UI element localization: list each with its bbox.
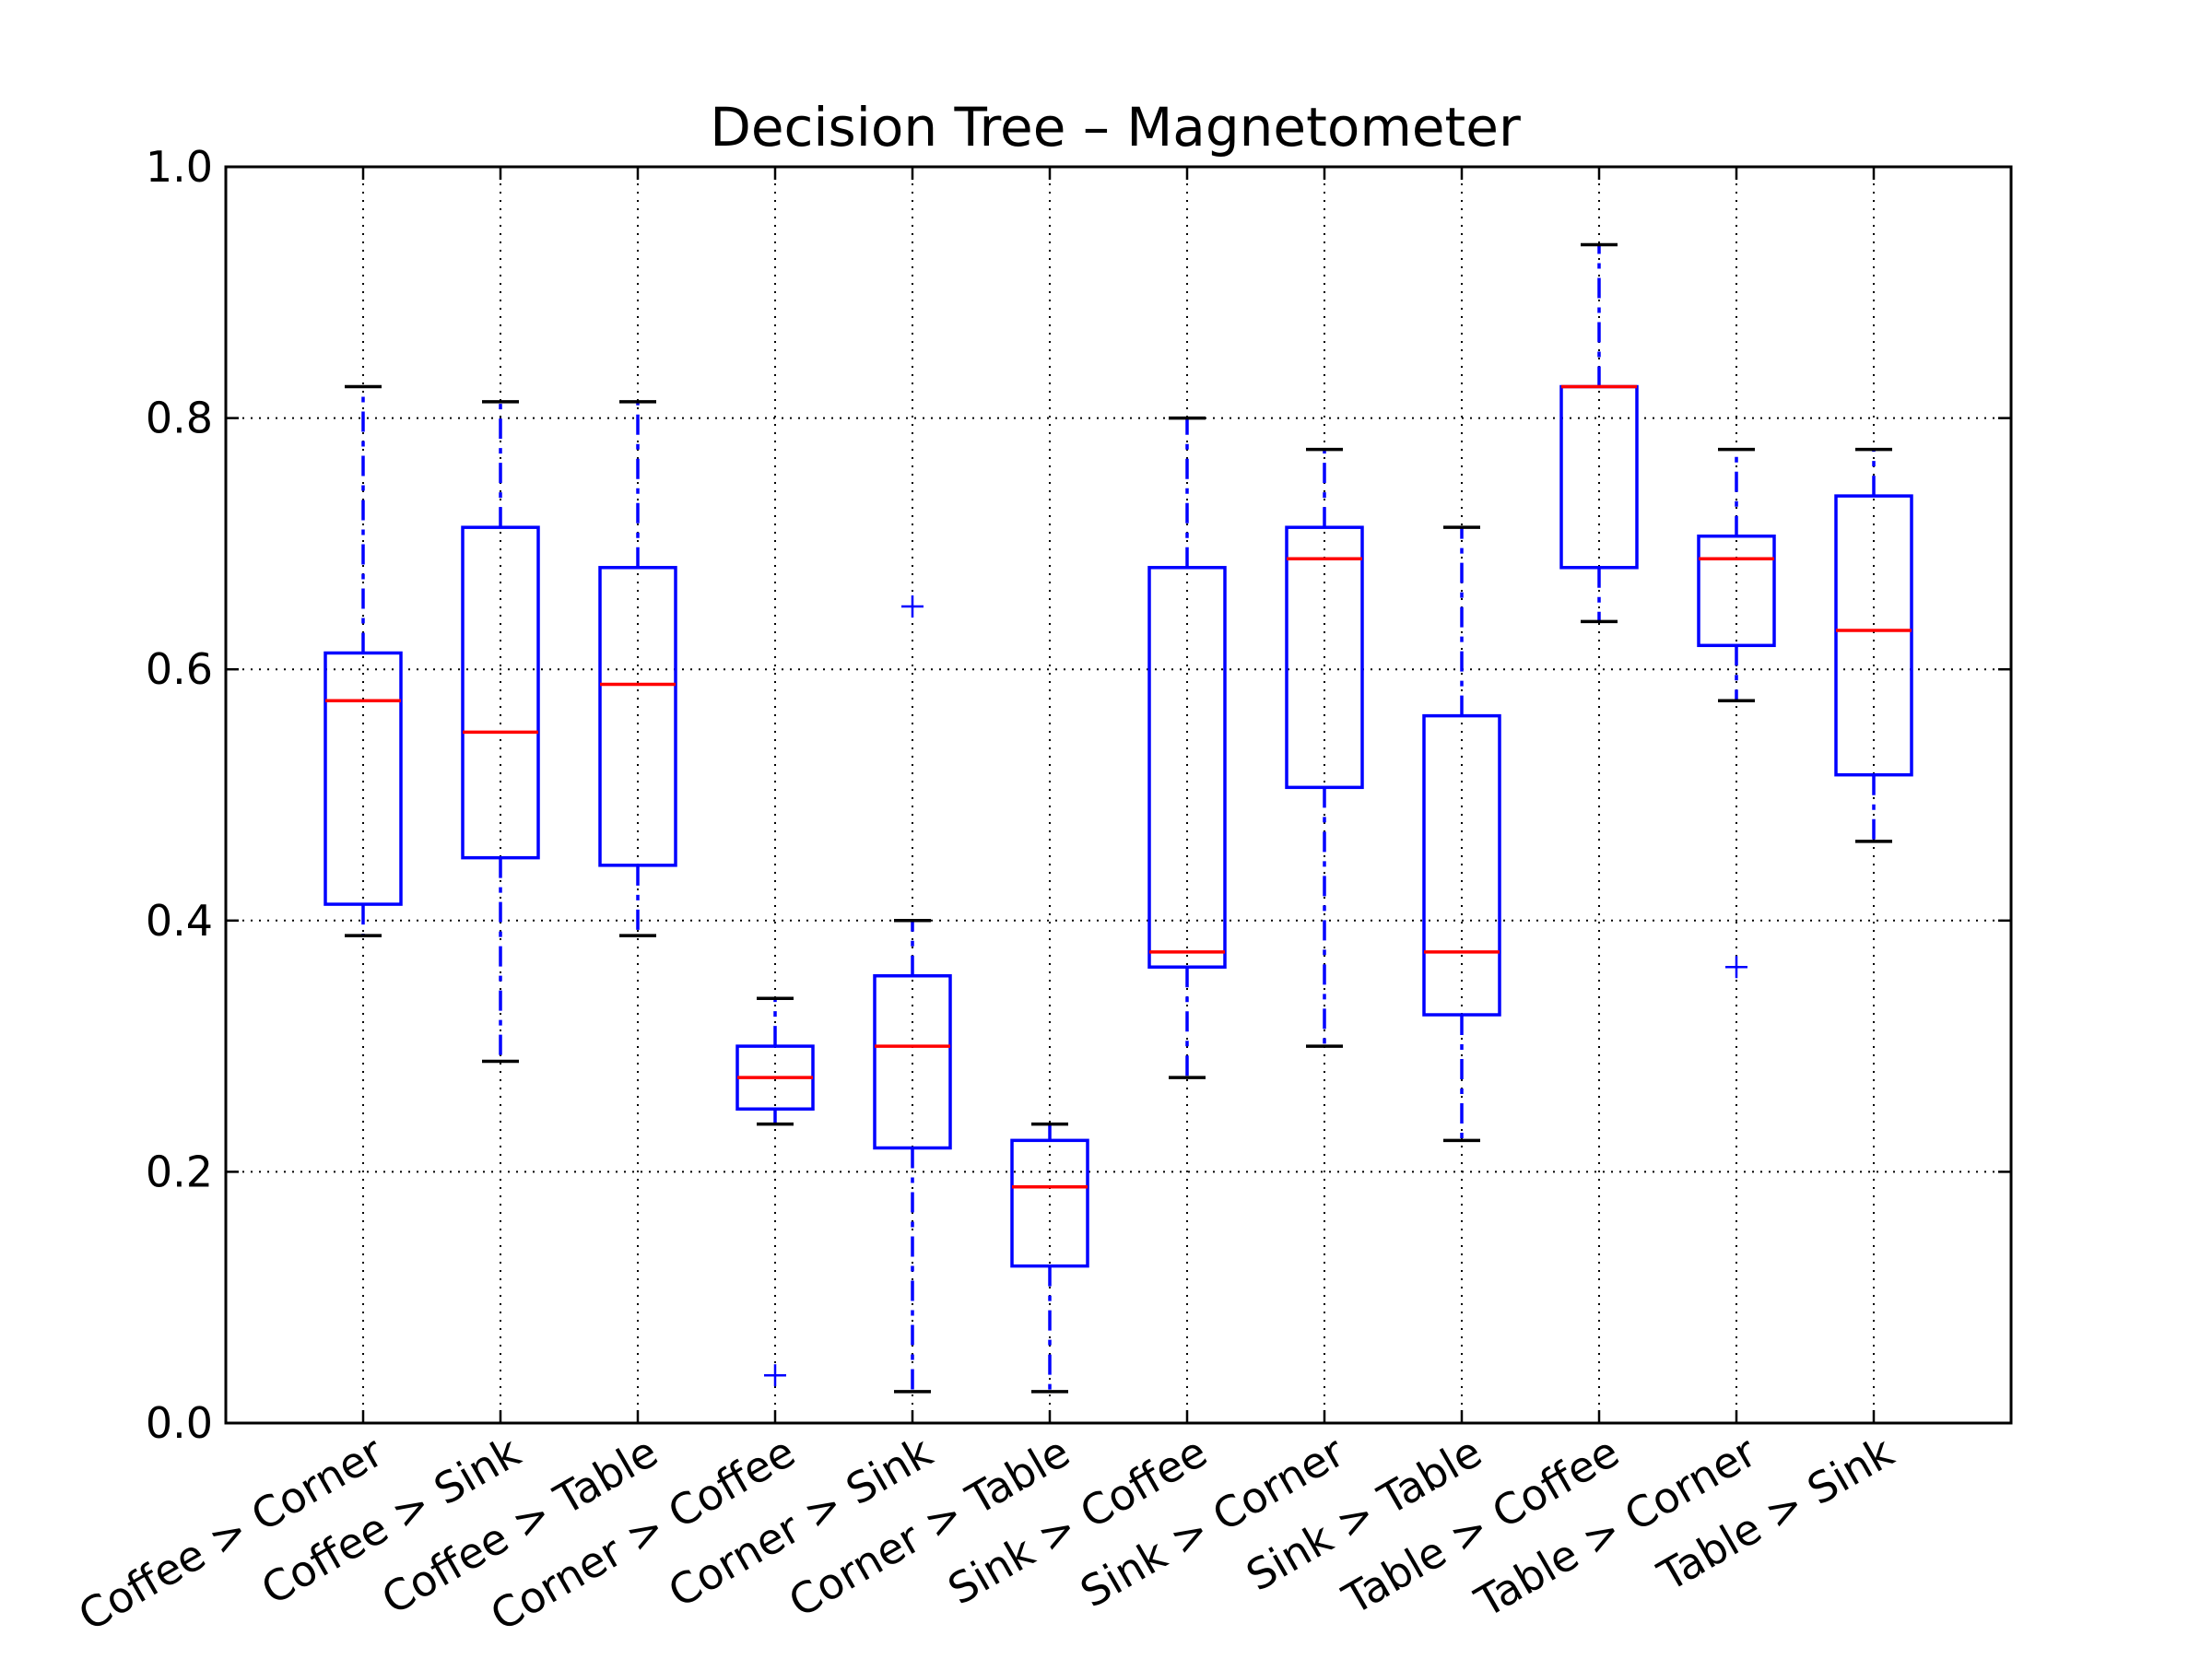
outlier-marker (901, 595, 924, 618)
iqr-box (1010, 1138, 1089, 1268)
iqr-box (1422, 713, 1501, 1017)
outlier-marker (1725, 956, 1747, 979)
box-11 (1697, 447, 1776, 979)
box-1 (324, 384, 403, 937)
iqr-box (1285, 525, 1364, 790)
iqr-box (598, 566, 677, 867)
box-5 (873, 595, 952, 1394)
y-tick-label: 0.0 (146, 1398, 213, 1448)
iqr-box (324, 651, 403, 906)
boxes (324, 242, 1913, 1394)
grid (226, 167, 2011, 1423)
box-3 (598, 400, 677, 937)
chart-title: Decision Tree – Magnetometer (710, 96, 1521, 159)
box-8 (1285, 447, 1364, 1048)
y-tick-label: 0.2 (146, 1147, 213, 1196)
box-10 (1559, 242, 1639, 624)
iqr-box (873, 974, 952, 1150)
box-4 (735, 996, 815, 1387)
y-tick-label: 0.8 (146, 394, 213, 443)
box-12 (1834, 447, 1913, 843)
plot-frame (224, 165, 2013, 1425)
iqr-box (1834, 494, 1913, 777)
y-tick-label: 0.6 (146, 644, 213, 694)
iqr-box (461, 525, 540, 860)
y-tick-label: 0.4 (146, 896, 213, 946)
box-6 (1010, 1122, 1089, 1394)
box-9 (1422, 525, 1501, 1143)
box-2 (461, 400, 540, 1064)
iqr-box (1147, 566, 1227, 969)
y-tick-label: 1.0 (146, 142, 213, 192)
box-7 (1147, 416, 1227, 1079)
outlier-marker (764, 1364, 786, 1387)
iqr-box (1697, 534, 1776, 648)
